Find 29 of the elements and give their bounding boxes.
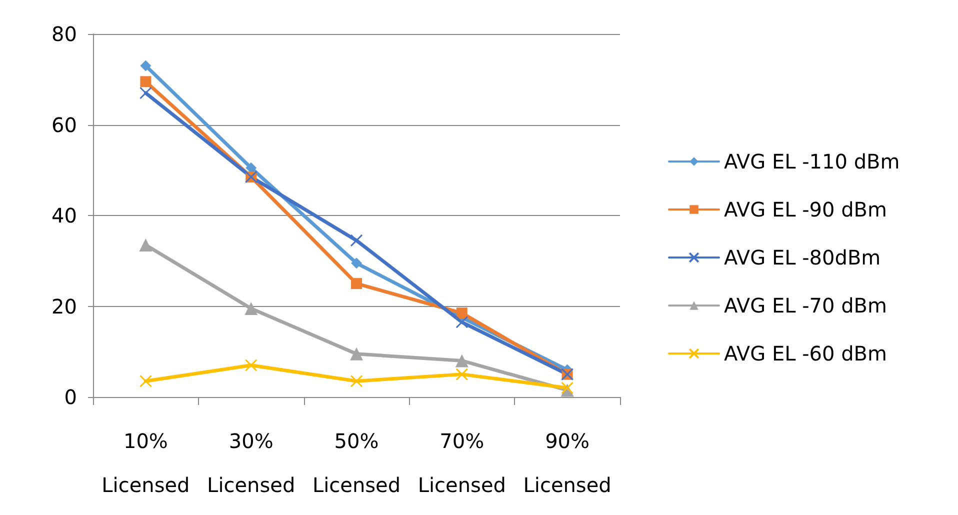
legend-label: AVG EL -110 dBm <box>724 150 900 174</box>
y-tick-label: 80 <box>52 22 77 46</box>
point <box>456 368 468 381</box>
point <box>139 238 152 252</box>
point <box>140 76 152 88</box>
point <box>455 354 468 368</box>
y-tick-label: 20 <box>52 294 77 318</box>
legend-label: AVG EL -80dBm <box>724 246 881 270</box>
point <box>139 86 152 100</box>
point <box>350 374 363 388</box>
point <box>561 382 574 394</box>
x-tick-label: 90% Licensed <box>523 429 612 497</box>
point <box>351 258 362 269</box>
x-tick-label: 30% Licensed <box>207 429 296 497</box>
legend-label: AVG EL -60 dBm <box>724 342 887 366</box>
y-tick-label: 60 <box>52 112 77 137</box>
point <box>351 278 362 290</box>
legend-label: AVG EL -70 dBm <box>724 294 887 318</box>
point <box>244 358 258 372</box>
x-tick-label: 70% Licensed <box>418 429 506 497</box>
point <box>140 60 152 72</box>
y-tick-label: 0 <box>64 385 77 409</box>
legend-label: AVG EL -90 dBm <box>724 198 887 222</box>
x-tick-label: 50% Licensed <box>312 429 401 497</box>
y-tick-label: 40 <box>52 204 77 228</box>
point <box>139 374 152 388</box>
point <box>244 302 258 316</box>
x-tick-label: 10% Licensed <box>102 429 190 497</box>
point <box>350 347 363 360</box>
